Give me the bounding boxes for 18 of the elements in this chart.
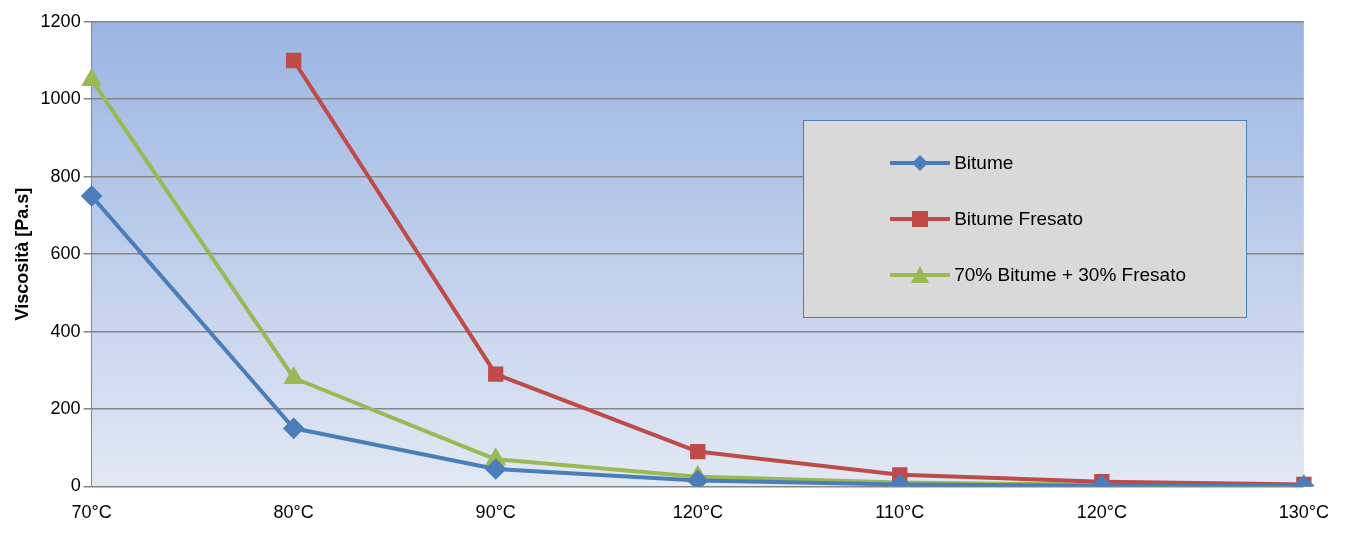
- x-tick-label: 120°C: [672, 502, 723, 523]
- y-tick-label: 200: [50, 397, 81, 418]
- y-tick-label: 600: [50, 243, 81, 264]
- x-tick-label: 120°C: [1076, 502, 1127, 523]
- x-tick-label: 70°C: [71, 502, 112, 523]
- x-tick-label: 80°C: [273, 502, 314, 523]
- y-tick-label: 1000: [40, 88, 81, 109]
- legend-label: Bitume Fresato: [954, 208, 1083, 230]
- x-tick-label: 130°C: [1278, 502, 1329, 523]
- x-tick-label: 110°C: [875, 502, 925, 523]
- x-tick-label: 90°C: [475, 502, 516, 523]
- y-tick-label: 1200: [40, 10, 81, 31]
- legend-label: Bitume: [954, 152, 1014, 174]
- y-tick-label: 800: [50, 165, 81, 186]
- y-axis-title: Viscosità [Pa.s]: [11, 187, 32, 321]
- y-tick-label: 0: [70, 475, 81, 496]
- y-tick-label: 400: [50, 320, 81, 341]
- legend-label: 70% Bitume + 30% Fresato: [954, 264, 1186, 286]
